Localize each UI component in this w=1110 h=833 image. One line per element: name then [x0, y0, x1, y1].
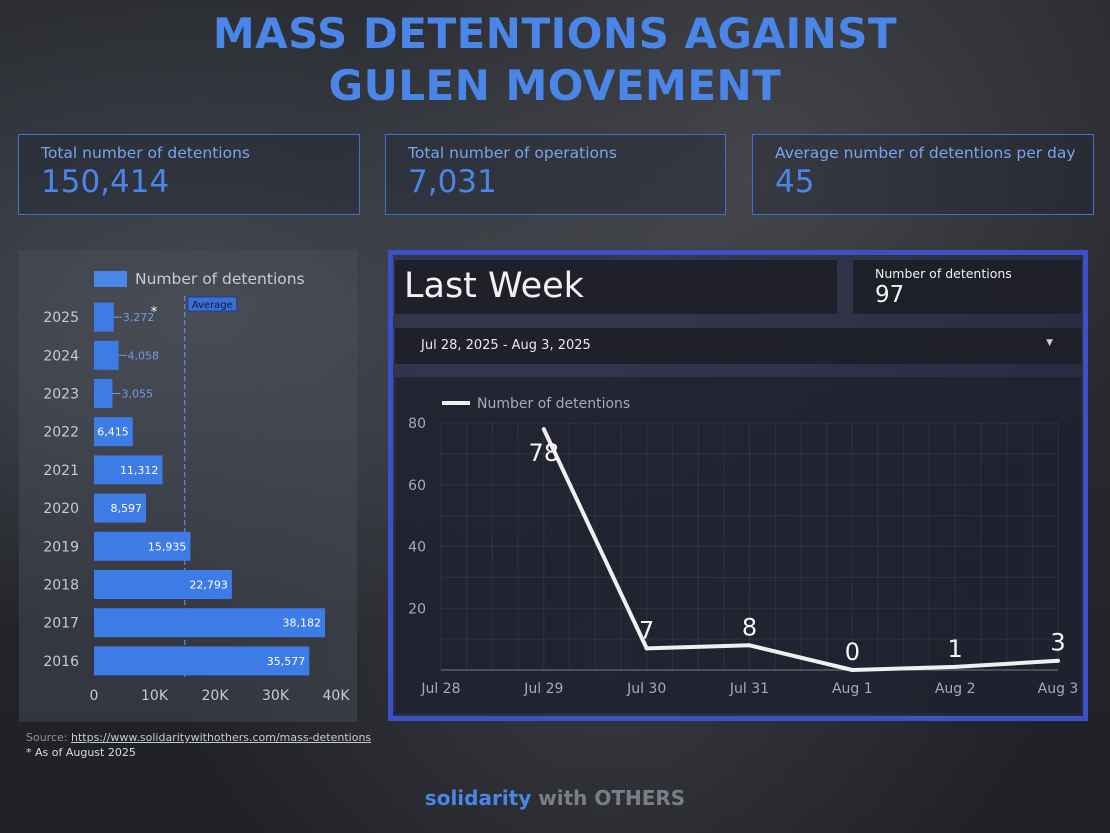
source-link[interactable]: https://www.solidaritywithothers.com/mas…: [70, 731, 372, 744]
yearly-detentions-bar-chart: Number of detentions Average 2025 3,272* 202…: [43, 270, 351, 704]
bar: [94, 379, 113, 408]
kpi-average-per-day: Average number of detentions per day 45: [752, 134, 1094, 215]
page-title: MASS DETENTIONS AGAINST GULEN MOVEMENT: [0, 8, 1110, 112]
weekly-count-scorecard: Number of detentions 97: [853, 260, 1081, 314]
average-label: Average: [192, 300, 233, 311]
weekly-count-label: Number of detentions: [875, 266, 1012, 281]
date-range-text: Jul 28, 2025 - Aug 3, 2025: [421, 338, 591, 353]
x-tick-label: Aug 1: [832, 681, 873, 697]
data-label: 7: [639, 616, 654, 644]
kpi-value: 7,031: [408, 164, 497, 200]
y-tick-label: 2016: [43, 654, 79, 670]
y-tick-label: 20: [408, 601, 426, 617]
bar: [94, 531, 191, 561]
bar: [94, 455, 163, 485]
data-label: 8: [742, 613, 757, 641]
x-tick-label: Jul 31: [729, 681, 769, 697]
y-tick-label: 2018: [43, 578, 79, 594]
x-tick-label: 40K: [323, 688, 351, 704]
data-point: [1056, 658, 1060, 663]
x-tick-label: 0: [90, 688, 99, 704]
kpi-value: 150,414: [41, 164, 170, 200]
asterisk-marker: *: [151, 305, 158, 320]
brand-logo: solidarity with OTHERS: [0, 786, 1110, 810]
last-week-title: Last Week: [404, 266, 584, 306]
y-tick-label: 2024: [43, 348, 79, 364]
data-point: [747, 643, 752, 648]
caret-down-icon[interactable]: ▼: [1046, 338, 1053, 348]
data-label: 35,577: [267, 655, 306, 668]
y-tick-label: 2025: [43, 310, 79, 326]
x-tick-label: 20K: [202, 688, 230, 704]
weekly-count-value: 97: [875, 282, 905, 308]
bar: [94, 302, 114, 332]
y-tick-label: 2020: [43, 501, 79, 517]
bar: [94, 608, 326, 638]
bar: [94, 417, 133, 447]
legend-label: Number of detentions: [477, 396, 630, 412]
legend-label: Number of detentions: [135, 270, 305, 288]
data-point: [953, 664, 958, 669]
y-tick-label: 2023: [43, 387, 79, 403]
page-title-line2: GULEN MOVEMENT: [328, 61, 782, 110]
legend-swatch: [94, 271, 127, 287]
data-label: 3,055: [121, 388, 153, 401]
data-label: 8,597: [111, 502, 143, 515]
data-point: [850, 668, 855, 672]
data-label: 38,182: [283, 617, 322, 630]
x-tick-label: Jul 29: [523, 681, 563, 697]
x-tick-label: Aug 3: [1038, 681, 1079, 697]
y-tick-label: 2019: [43, 539, 79, 555]
x-tick-label: Jul 30: [626, 681, 666, 697]
daily-chart-box: [395, 377, 1081, 713]
x-tick-label: 30K: [262, 688, 290, 704]
kpi-total-operations: Total number of operations 7,031: [385, 134, 726, 215]
y-tick-label: 2021: [43, 463, 79, 479]
series-line: [542, 428, 1059, 672]
data-label: 1: [948, 635, 963, 663]
date-range-selector[interactable]: Jul 28, 2025 - Aug 3, 2025 ▼: [395, 328, 1081, 364]
kpi-total-detentions: Total number of detentions 150,414: [18, 134, 360, 215]
footnote: * As of August 2025: [26, 746, 136, 759]
source-note: Source: https://www.solidaritywithothers…: [26, 731, 371, 744]
kpi-label: Average number of detentions per day: [775, 144, 1076, 162]
data-label: 4,058: [128, 349, 160, 362]
kpi-label: Total number of operations: [408, 144, 617, 162]
x-tick-label: 10K: [141, 688, 169, 704]
data-point: [541, 427, 546, 432]
data-label: 78: [529, 439, 560, 467]
x-tick-label: Jul 28: [420, 681, 460, 697]
y-tick-label: 40: [408, 540, 426, 556]
data-label: 0: [845, 638, 860, 666]
data-label: 15,935: [148, 540, 187, 553]
y-tick-label: 2017: [43, 616, 79, 632]
data-label: 11,312: [120, 464, 159, 477]
y-tick-label: 2022: [43, 425, 79, 441]
bar: [94, 646, 310, 676]
x-tick-label: Aug 2: [935, 681, 976, 697]
bar: [94, 570, 232, 599]
page-title-line1: MASS DETENTIONS AGAINST: [212, 9, 898, 58]
data-label: 6,415: [97, 426, 129, 439]
kpi-label: Total number of detentions: [41, 144, 250, 162]
y-tick-label: 60: [408, 478, 426, 494]
kpi-value: 45: [775, 164, 815, 200]
data-point: [644, 646, 649, 651]
average-badge: [187, 296, 238, 312]
data-label: 3,272: [123, 311, 154, 324]
yearly-detentions-panel: [19, 250, 357, 722]
data-label: 22,793: [189, 579, 228, 592]
brand-text-solidarity: solidarity: [424, 786, 532, 810]
source-prefix: Source:: [26, 731, 71, 744]
bar: [94, 493, 147, 523]
bar: [94, 340, 119, 370]
data-label: 3: [1050, 629, 1065, 657]
y-tick-label: 80: [408, 416, 426, 432]
last-week-title-box: Last Week: [395, 260, 837, 314]
brand-text-others: with OTHERS: [531, 786, 686, 810]
